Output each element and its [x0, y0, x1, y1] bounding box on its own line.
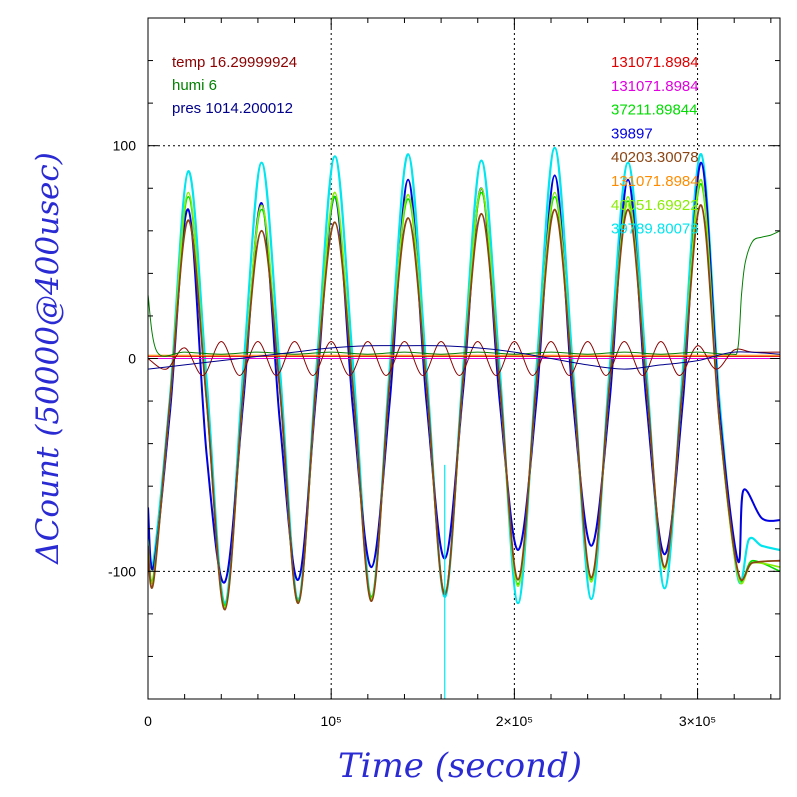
y-axis-title: ΔCount (50000@400usec): [30, 152, 66, 565]
x-tick-label: 2×10⁵: [496, 713, 533, 729]
legend-left-entry: pres 1014.200012: [172, 100, 293, 117]
tick-labels: 0 10⁵ 2×10⁵ 3×10⁵ 100 0 -100: [108, 138, 716, 729]
series-line-10: [148, 345, 780, 370]
x-tick-label: 10⁵: [320, 713, 341, 729]
x-tick-label: 0: [144, 713, 152, 729]
legend-right: 131071.8984 131071.8984 37211.89844 39897 40…: [611, 54, 699, 238]
x-axis-title: Time (second): [338, 746, 582, 786]
legend-left: temp 16.29999924 humi 6 pres 1014.200012: [172, 54, 297, 117]
legend-right-entry: 131071.8984: [611, 173, 699, 190]
y-tick-label: -100: [108, 563, 136, 579]
legend-right-entry: 40051.69922: [611, 197, 699, 214]
series-line-8: [148, 341, 780, 376]
legend-right-entry: 37211.89844: [611, 102, 697, 119]
series-line-4: [148, 204, 780, 611]
legend-left-entry: humi 6: [172, 77, 217, 94]
y-tick-label: 0: [128, 351, 136, 367]
y-tick-label: 100: [113, 138, 137, 154]
legend-right-entry: 131071.8984: [611, 54, 699, 71]
series-line-9: [148, 230, 780, 357]
legend-right-entry: 40203.30078: [611, 149, 699, 166]
legend-right-entry: 131071.8984: [611, 78, 699, 95]
x-tick-label: 3×10⁵: [679, 713, 716, 729]
legend-right-entry: 39789.80078: [611, 221, 699, 238]
series-layer: [148, 146, 780, 699]
legend-right-entry: 39897: [611, 125, 653, 142]
legend-left-entry: temp 16.29999924: [172, 54, 297, 71]
axis-ticks: [147, 17, 780, 700]
